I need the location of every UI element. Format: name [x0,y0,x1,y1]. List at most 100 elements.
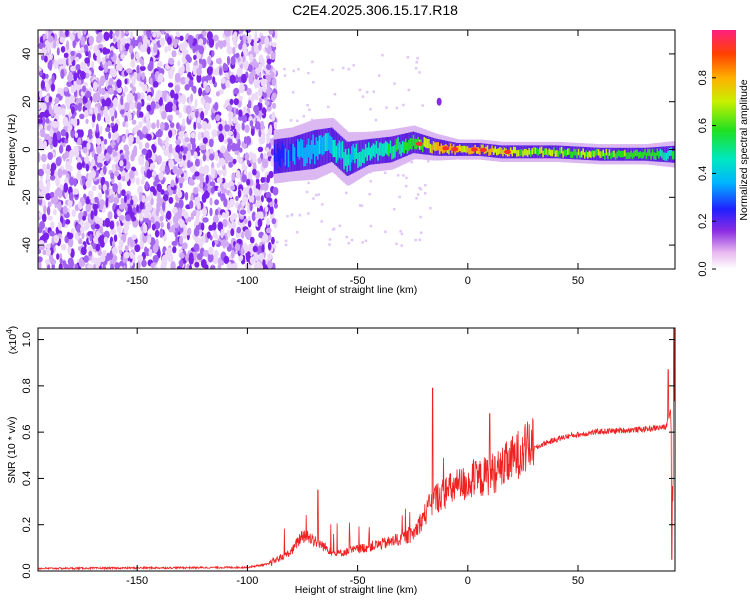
noise-speck [151,152,156,162]
noise-speck [102,184,107,192]
noise-speck [83,109,89,118]
noise-speck [268,170,274,179]
noise-speck [229,98,234,105]
noise-speck [235,170,241,179]
noise-speck [48,62,53,71]
noise-speck [63,182,69,193]
noise-speck [142,84,148,92]
noise-speck [48,104,53,115]
sparse-speck [424,184,427,187]
noise-speck [111,246,118,255]
sparse-speck [418,238,422,242]
noise-speck [129,211,135,219]
noise-speck [131,77,136,86]
noise-speck [247,220,252,228]
noise-speck [217,221,223,232]
noise-speck [131,234,137,240]
noise-speck [133,170,139,176]
noise-speck [130,199,134,206]
noise-speck [206,74,213,81]
noise-speck [136,102,142,111]
noise-speck [58,233,62,239]
noise-speck [262,233,269,243]
noise-speck [235,52,240,59]
sparse-speck [415,60,418,64]
noise-speck [241,122,245,131]
noise-speck [84,57,90,64]
noise-speck [43,232,50,241]
sparse-speck [331,68,334,72]
noise-speck [220,145,227,154]
noise-speck [113,90,118,96]
noise-speck [95,49,101,57]
ridge-core [673,150,675,160]
noise-speck [98,236,104,244]
noise-speck [183,211,189,219]
noise-speck [237,189,242,198]
noise-speck [172,165,178,174]
noise-speck [111,125,116,134]
noise-speck [56,253,60,260]
noise-speck [38,104,41,110]
noise-speck [256,79,260,89]
noise-speck [115,30,120,38]
noise-speck [231,249,235,259]
noise-speck [94,223,100,230]
ridge-hotspot [451,147,459,152]
noise-speck [224,124,230,132]
noise-speck [139,201,144,210]
noise-speck [146,195,152,202]
noise-speck [119,42,123,52]
noise-speck [182,154,186,161]
noise-speck [194,171,200,177]
noise-speck [42,163,47,172]
noise-speck [231,213,238,220]
noise-speck [161,110,167,120]
noise-speck [124,102,130,112]
y-tick-label: 20 [21,96,33,108]
sparse-speck [298,213,301,217]
sparse-speck [296,119,299,123]
noise-speck [161,105,165,112]
noise-speck [172,246,177,254]
noise-speck [178,98,182,104]
noise-speck [107,60,112,66]
noise-speck [160,189,165,195]
noise-speck [184,137,190,143]
noise-speck [202,137,208,144]
noise-speck [81,232,85,240]
noise-speck [266,218,270,226]
noise-speck [247,171,252,181]
ridge-core [571,151,575,159]
noise-speck [150,197,154,206]
noise-speck [83,146,88,154]
noise-speck [176,169,180,179]
noise-speck [73,145,79,152]
noise-speck [270,51,276,61]
noise-speck [157,60,163,68]
noise-speck [105,197,109,208]
noise-speck [266,58,272,65]
noise-speck [38,118,43,124]
noise-speck [216,162,221,168]
noise-speck [175,31,180,38]
noise-speck [170,179,175,188]
noise-speck [60,46,66,53]
sparse-speck [429,206,432,210]
noise-speck [225,99,231,105]
noise-speck [65,30,69,38]
noise-speck [152,255,159,263]
noise-speck [40,102,47,112]
noise-speck [253,61,260,69]
noise-speck [93,235,100,244]
noise-speck [106,145,113,155]
noise-speck [202,207,208,216]
noise-speck [196,73,202,83]
noise-speck [145,181,149,191]
noise-speck [238,84,245,94]
noise-speck [160,121,165,132]
noise-speck [117,102,122,112]
noise-speck [55,131,62,141]
sparse-speck [361,95,365,98]
noise-speck [52,40,57,49]
